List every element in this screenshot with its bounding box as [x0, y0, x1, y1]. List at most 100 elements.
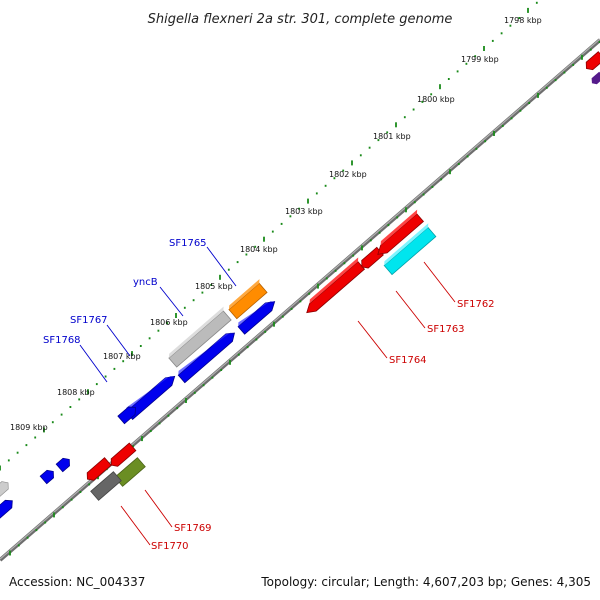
gene-label-sf1769[interactable]: SF1769: [174, 523, 212, 534]
minor-tick: [535, 1, 538, 4]
minor-tick: [158, 422, 161, 425]
minor-tick: [281, 315, 284, 318]
minor-tick: [220, 369, 223, 371]
feature-red-small[interactable]: [84, 457, 112, 483]
scale-label: 1809 kbp: [10, 423, 48, 432]
gene-label-sf1762[interactable]: SF1762: [457, 299, 495, 310]
major-tick: [263, 236, 265, 242]
major-tick: [405, 207, 407, 213]
minor-tick: [237, 353, 240, 356]
minor-tick: [139, 345, 142, 347]
feature-sf1764[interactable]: [302, 257, 367, 316]
major-tick: [527, 7, 529, 13]
major-tick: [581, 54, 583, 60]
minor-tick: [334, 269, 337, 272]
feature-red-small[interactable]: [359, 246, 384, 270]
minor-tick: [104, 375, 107, 378]
gene-label-sf1763[interactable]: SF1763: [427, 324, 465, 335]
major-tick: [141, 436, 143, 442]
feature-sf1769[interactable]: [108, 442, 137, 469]
minor-tick: [60, 413, 63, 416]
minor-tick: [34, 436, 37, 439]
scale-label: 1804 kbp: [240, 245, 278, 254]
minor-tick: [413, 201, 416, 204]
feature-sf1765[interactable]: [236, 296, 278, 335]
minor-tick: [69, 406, 72, 408]
minor-tick: [315, 192, 318, 195]
feature-small-forward[interactable]: [55, 456, 72, 473]
feature-small-gray[interactable]: [0, 479, 11, 498]
major-tick: [537, 92, 539, 98]
scale-label: 1805 kbp: [195, 282, 233, 291]
gene-label-sf1768[interactable]: SF1768: [43, 335, 81, 346]
minor-tick: [484, 140, 487, 143]
feature-sf1770[interactable]: [90, 471, 122, 501]
feature-orange[interactable]: [227, 279, 269, 320]
major-tick: [483, 46, 485, 51]
scale-label: 1798 kbp: [504, 16, 542, 25]
major-tick: [131, 351, 133, 357]
minor-tick: [202, 384, 205, 387]
minor-tick: [475, 147, 478, 150]
scale-label: 1802 kbp: [329, 170, 367, 179]
minor-tick: [16, 451, 19, 454]
major-tick: [273, 321, 275, 327]
feature-sf1763[interactable]: [373, 209, 426, 258]
feature-sf1767[interactable]: [176, 327, 237, 384]
minor-tick: [35, 529, 38, 532]
minor-tick: [324, 184, 327, 187]
minor-tick: [491, 39, 494, 42]
minor-tick: [509, 24, 512, 27]
major-tick: [219, 274, 221, 280]
minor-tick: [396, 216, 399, 219]
gene-label-sf1765[interactable]: SF1765: [169, 238, 207, 249]
minor-tick: [264, 330, 267, 333]
minor-tick: [342, 169, 345, 172]
accession-text: Accession: NC_004337: [9, 575, 145, 589]
minor-tick: [211, 376, 214, 379]
feature-small-forward[interactable]: [117, 404, 139, 425]
minor-tick: [431, 185, 434, 188]
scale-label: 1806 kbp: [150, 318, 188, 327]
minor-tick: [412, 108, 415, 111]
feature-small-forward[interactable]: [0, 497, 16, 519]
major-tick: [87, 389, 89, 395]
major-tick: [395, 122, 397, 128]
minor-tick: [325, 277, 328, 280]
minor-tick: [254, 245, 257, 248]
minor-tick: [132, 445, 135, 448]
gene-label-sf1767[interactable]: SF1767: [70, 315, 108, 326]
feature-purple-edge[interactable]: [589, 71, 600, 87]
gene-label-yncb[interactable]: yncB: [133, 277, 158, 288]
minor-tick: [167, 414, 170, 417]
gene-labels: SF1765 yncB SF1767 SF1768 SF1762 SF1763 …: [43, 238, 495, 552]
minor-tick: [245, 253, 248, 256]
scale-label: 1803 kbp: [285, 207, 323, 216]
minor-tick: [500, 32, 503, 35]
feature-red-edge[interactable]: [583, 51, 600, 73]
minor-tick: [236, 261, 239, 264]
minor-tick: [192, 299, 195, 302]
feature-yncb-gray[interactable]: [167, 306, 234, 368]
minor-tick: [386, 131, 389, 134]
minor-tick: [377, 139, 380, 142]
minor-tick: [572, 63, 575, 66]
minor-tick: [466, 155, 469, 158]
minor-tick: [25, 444, 28, 447]
feature-sf1762[interactable]: [382, 223, 438, 276]
gene-label-sf1764[interactable]: SF1764: [389, 355, 427, 366]
minor-tick: [78, 398, 81, 401]
major-tick: [493, 131, 495, 136]
scale-label: 1808 kbp: [57, 388, 95, 397]
major-tick: [53, 512, 55, 518]
feature-sf1768[interactable]: [124, 370, 178, 420]
minor-tick: [352, 254, 355, 257]
minor-tick: [183, 306, 186, 309]
feature-small-forward[interactable]: [39, 468, 56, 485]
minor-tick: [501, 124, 504, 127]
scale-label: 1807 kbp: [103, 352, 141, 361]
minor-tick: [333, 177, 336, 180]
minor-tick: [457, 163, 460, 165]
minor-tick: [545, 86, 548, 89]
gene-label-sf1770[interactable]: SF1770: [151, 541, 189, 552]
